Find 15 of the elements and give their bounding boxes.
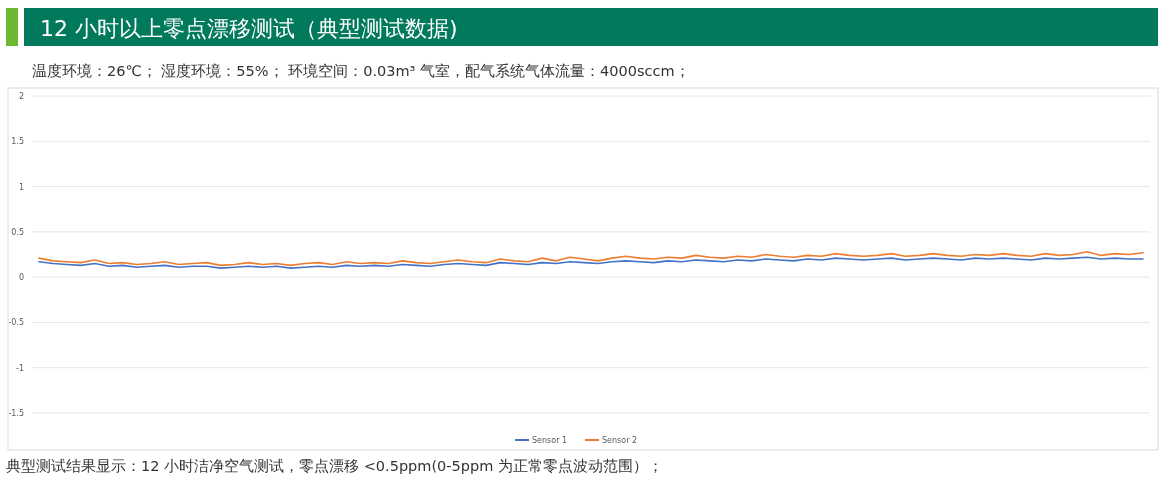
y-tick-label: 2 [18, 92, 24, 101]
line-series [38, 256, 1144, 269]
y-tick-label: 1.5 [11, 137, 24, 147]
y-tick-label: -0.5 [8, 318, 24, 328]
y-tick-label: -1.5 [8, 409, 24, 418]
line-series [38, 250, 1144, 267]
chart-title: 12 小时以上零点漂移测试（典型测试数据) [40, 16, 458, 41]
legend-label: Sensor 2 [602, 436, 638, 445]
y-tick-label: -1 [16, 363, 24, 373]
y-tick-label: 0 [18, 273, 24, 283]
text: 典型测试结果显示：12 小时洁净空气测试，零点漂移 <0.5ppm(0-5ppm 为正常零点波动范围）； [6, 458, 663, 474]
legend-label: Sensor 1 [532, 436, 568, 445]
y-tick-label: 0.5 [11, 227, 24, 237]
y-tick-label: 1 [18, 182, 24, 192]
chart-subtitle: 温度环境：26℃； 湿度环境：55%； 环境空间：0.03m³ 气室，配气系统气体流量：4000sccm； [32, 63, 690, 79]
